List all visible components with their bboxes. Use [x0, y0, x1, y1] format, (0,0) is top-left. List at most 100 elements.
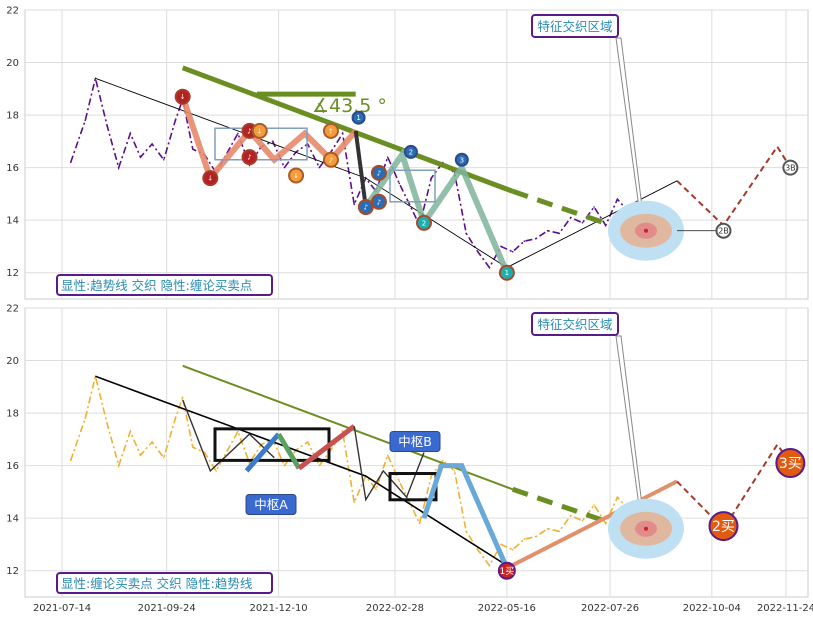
- y-tick-label: 20: [6, 356, 19, 367]
- price-point: [500, 245, 502, 248]
- price-point: [129, 430, 132, 433]
- sell-point-marker-label: ↓: [293, 172, 299, 180]
- stroke-segment-dark: [353, 130, 368, 208]
- price-point: [69, 459, 72, 462]
- sell-point-marker-label: ↑: [328, 127, 334, 135]
- hub-a-label-box: [245, 494, 297, 516]
- price-point: [174, 119, 177, 122]
- hub-b-label-box: [389, 430, 441, 452]
- price-point: [237, 430, 239, 433]
- price-point: [398, 182, 401, 185]
- price-point: [511, 548, 514, 551]
- y-tick-label: 20: [6, 58, 19, 69]
- price-point: [398, 480, 401, 483]
- rising-leg: [505, 479, 678, 570]
- x-tick-label: 2021-09-24: [138, 603, 196, 614]
- price-point: [511, 250, 514, 253]
- price-point: [430, 475, 433, 477]
- price-point: [375, 488, 377, 491]
- price-point: [523, 240, 526, 242]
- buy-point-marker: [454, 152, 469, 167]
- sell-point-marker: [322, 122, 339, 139]
- price-point: [488, 266, 491, 269]
- price-point: [353, 203, 356, 206]
- price-point: [318, 464, 321, 467]
- y-tick-label: 18: [6, 111, 19, 122]
- price-point: [203, 451, 206, 454]
- x-tick-label: 2022-07-26: [581, 603, 639, 614]
- price-point: [129, 132, 132, 135]
- hub-a-label: 中枢A: [254, 497, 288, 512]
- price-point: [84, 119, 87, 122]
- price-point: [546, 229, 549, 232]
- price-point: [306, 441, 309, 443]
- price-point: [386, 454, 389, 456]
- price-point: [69, 161, 72, 164]
- y-tick-label: 14: [6, 514, 19, 525]
- x-tick-label: 2022-11-24: [757, 603, 813, 614]
- sell-point-marker-label: ↓: [207, 175, 213, 183]
- y-tick-label: 18: [6, 409, 19, 420]
- price-point: [465, 530, 467, 533]
- angle-label: ∡43.5 °: [312, 95, 387, 117]
- buy-point-marker-label: ♪: [377, 198, 381, 206]
- sell-point-marker: [241, 149, 258, 166]
- price-point: [476, 250, 479, 253]
- buy-point-marker-label: ♪: [377, 169, 381, 177]
- price-point: [465, 232, 467, 235]
- buy-point-marker: [351, 110, 366, 125]
- price-point: [283, 464, 286, 467]
- buy-point-3-label: 3买: [779, 456, 802, 472]
- x-tick-label: 2021-12-10: [250, 603, 308, 614]
- x-tick-label: 2022-05-16: [478, 603, 536, 614]
- price-point: [386, 156, 389, 158]
- price-point: [500, 543, 502, 546]
- sell-point-marker-label: ♪: [247, 127, 251, 135]
- x-tick-label: 2021-07-14: [33, 603, 91, 614]
- sell-point-marker-label: ♪: [247, 154, 251, 162]
- price-point: [181, 396, 184, 399]
- price-point: [604, 522, 607, 525]
- bottom-caption: 显性:缠论买卖点 交织 隐性:趋势线: [61, 576, 253, 591]
- hub-box-b: [389, 169, 436, 203]
- price-point: [581, 520, 584, 522]
- price-point: [535, 237, 537, 240]
- feature-region-box: [531, 312, 619, 336]
- buy-point-marker: [498, 264, 515, 281]
- price-point: [453, 470, 456, 472]
- y-tick-label: 12: [6, 268, 19, 279]
- price-series-line: [69, 78, 650, 269]
- price-point: [442, 459, 444, 462]
- y-tick-label: 22: [6, 304, 19, 315]
- bottom-guide-line: [95, 375, 508, 567]
- price-point: [546, 527, 549, 530]
- buy-point-marker-3b-label: 3B: [785, 164, 796, 173]
- price-point: [318, 166, 321, 169]
- buy-point-marker-label: 3: [460, 156, 464, 164]
- bottom-zigzag: [182, 399, 275, 473]
- price-point: [330, 449, 332, 451]
- buy-point-3: [775, 448, 806, 479]
- buy-point-marker-label: ♪: [364, 204, 368, 212]
- price-point: [581, 222, 584, 224]
- price-point: [570, 514, 572, 517]
- buy-point-marker: [403, 144, 418, 159]
- bottom-caption-box: [56, 572, 273, 594]
- hub-b-label: 中枢B: [398, 434, 432, 449]
- buy-point-2-label: 2买: [712, 519, 735, 535]
- sell-point-marker: [288, 167, 305, 184]
- price-point: [476, 548, 479, 551]
- feature-region-box: [531, 14, 619, 38]
- price-point: [535, 535, 537, 538]
- price-point: [593, 206, 595, 208]
- x-tick-label: 2022-02-28: [366, 603, 424, 614]
- price-point: [151, 441, 153, 443]
- buy-point-marker: [370, 164, 387, 181]
- x-axis: 2021-07-14 2021-09-24 2021-12-10 2022-02-28…: [33, 603, 813, 614]
- trend-line-solid: [182, 364, 514, 491]
- buy-point-1: [497, 561, 516, 580]
- x-tick-label: 2022-10-04: [683, 603, 741, 614]
- buy-point-marker-label: 2: [409, 148, 413, 156]
